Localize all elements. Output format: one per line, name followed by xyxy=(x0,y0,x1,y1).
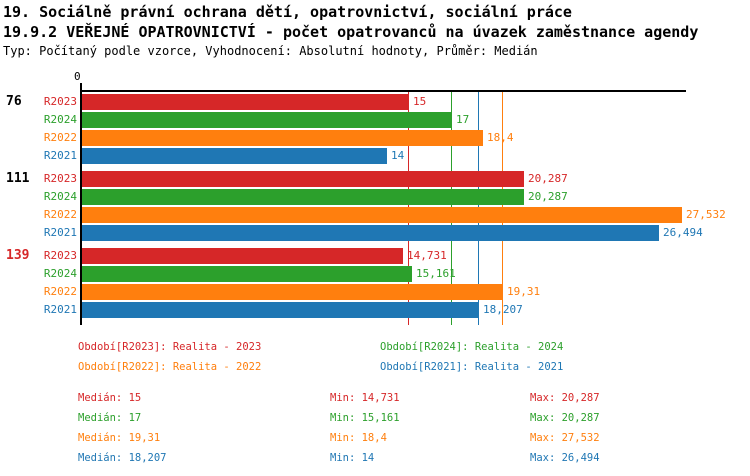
bar-r2024 xyxy=(82,189,524,205)
bar-value-label: 18,4 xyxy=(487,131,514,144)
bar-value-label: 27,532 xyxy=(686,208,726,221)
bar-value-label: 20,287 xyxy=(528,172,568,185)
bar-value-label: 19,31 xyxy=(507,285,541,298)
chart-subtitle: Typ: Počítaný podle vzorce, Vyhodnocení:… xyxy=(3,44,538,58)
bar-value-label: 15 xyxy=(413,95,427,108)
bar-r2023 xyxy=(82,248,403,264)
group-label: 139 xyxy=(6,248,30,263)
legend-item-r2021: Období[R2021]: Realita - 2021 xyxy=(380,361,564,373)
bar-row-label: R2021 xyxy=(43,303,77,316)
bar-value-label: 18,207 xyxy=(483,303,523,316)
legend-item-r2024: Období[R2024]: Realita - 2024 xyxy=(380,341,564,353)
y-axis-line xyxy=(80,83,82,325)
bar-row-label: R2024 xyxy=(43,190,77,203)
legend-item-r2023: Období[R2023]: Realita - 2023 xyxy=(78,341,262,353)
bar-row-label: R2022 xyxy=(43,131,77,144)
bar-row-label: R2022 xyxy=(43,208,77,221)
bar-r2023 xyxy=(82,94,409,110)
stat-median-r2021: Medián: 18,207 xyxy=(78,452,167,464)
stat-min-r2022: Min: 18,4 xyxy=(330,432,387,444)
bar-row-label: R2023 xyxy=(43,249,77,262)
stat-median-r2023: Medián: 15 xyxy=(78,392,142,404)
stat-min-r2023: Min: 14,731 xyxy=(330,392,400,404)
bar-r2024 xyxy=(82,112,452,128)
indicator-title: 19.9.2 VEŘEJNÉ OPATROVNICTVÍ - počet opa… xyxy=(3,23,699,41)
group-label: 76 xyxy=(6,94,22,109)
group-label: 111 xyxy=(6,171,30,186)
bar-row-label: R2022 xyxy=(43,285,77,298)
stat-max-r2021: Max: 26,494 xyxy=(530,452,600,464)
bar-row-label: R2021 xyxy=(43,149,77,162)
bar-row-label: R2023 xyxy=(43,95,77,108)
stat-max-r2024: Max: 20,287 xyxy=(530,412,600,424)
bar-row-label: R2023 xyxy=(43,172,77,185)
report-section-title: 19. Sociálně právní ochrana dětí, opatro… xyxy=(3,3,572,21)
stat-median-r2024: Medián: 17 xyxy=(78,412,142,424)
stat-min-r2024: Min: 15,161 xyxy=(330,412,400,424)
bar-row-label: R2024 xyxy=(43,113,77,126)
stat-min-r2021: Min: 14 xyxy=(330,452,375,464)
bar-value-label: 15,161 xyxy=(416,267,456,280)
bar-row-label: R2024 xyxy=(43,267,77,280)
bar-r2023 xyxy=(82,171,524,187)
stat-max-r2023: Max: 20,287 xyxy=(530,392,600,404)
bar-value-label: 26,494 xyxy=(663,226,703,239)
bar-value-label: 14 xyxy=(391,149,405,162)
bar-r2022 xyxy=(82,284,503,300)
bar-value-label: 20,287 xyxy=(528,190,568,203)
top-axis-line xyxy=(81,90,686,92)
bar-value-label: 17 xyxy=(456,113,470,126)
bar-r2021 xyxy=(82,302,479,318)
bar-row-label: R2021 xyxy=(43,226,77,239)
bar-r2024 xyxy=(82,266,412,282)
zero-tick-label: 0 xyxy=(74,70,81,83)
legend-item-r2022: Období[R2022]: Realita - 2022 xyxy=(78,361,262,373)
bar-r2021 xyxy=(82,225,659,241)
stat-max-r2022: Max: 27,532 xyxy=(530,432,600,444)
bar-r2022 xyxy=(82,130,483,146)
bar-r2022 xyxy=(82,207,682,223)
bar-r2021 xyxy=(82,148,387,164)
bar-value-label: 14,731 xyxy=(407,249,447,262)
stat-median-r2022: Medián: 19,31 xyxy=(78,432,161,444)
